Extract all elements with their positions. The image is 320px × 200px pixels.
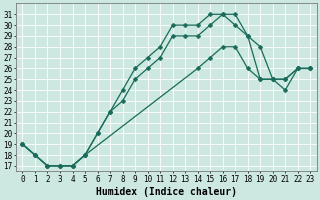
X-axis label: Humidex (Indice chaleur): Humidex (Indice chaleur) [96, 186, 237, 197]
